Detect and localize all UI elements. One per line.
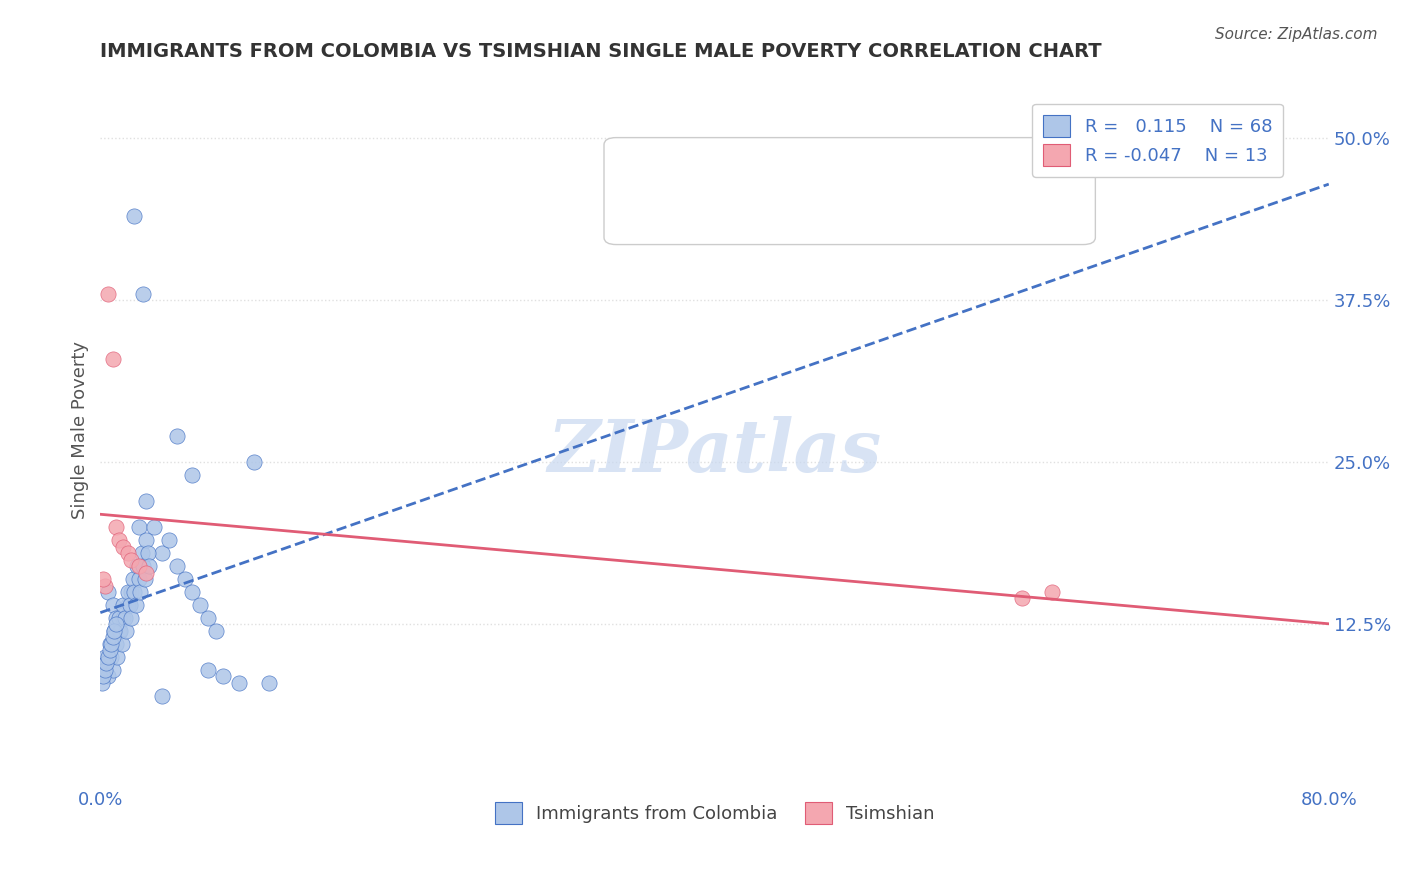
Point	[120, 585, 142, 599]
Point	[120, 611, 142, 625]
Point	[104, 617, 127, 632]
Point	[104, 637, 127, 651]
Point	[159, 533, 181, 548]
Point	[104, 611, 127, 625]
Point	[110, 624, 132, 638]
Point	[135, 494, 157, 508]
Point	[100, 637, 122, 651]
Point	[212, 669, 235, 683]
Point	[117, 585, 139, 599]
Point	[128, 559, 150, 574]
Point	[136, 546, 159, 560]
Point	[122, 585, 145, 599]
Point	[101, 663, 124, 677]
Point	[94, 663, 117, 677]
Point	[122, 209, 145, 223]
Point	[1040, 585, 1063, 599]
Point	[96, 657, 118, 671]
Point	[166, 559, 188, 574]
Point	[181, 468, 204, 483]
Point	[135, 533, 157, 548]
Point	[101, 598, 124, 612]
Point	[117, 546, 139, 560]
Point	[121, 572, 143, 586]
Point	[128, 572, 150, 586]
Point	[94, 578, 117, 592]
Point	[120, 552, 142, 566]
Point	[204, 624, 226, 638]
Point	[228, 675, 250, 690]
Point	[134, 572, 156, 586]
Point	[115, 624, 138, 638]
Point	[97, 286, 120, 301]
Point	[173, 572, 195, 586]
Point	[118, 598, 141, 612]
Point	[112, 598, 135, 612]
Point	[150, 546, 173, 560]
Point	[197, 663, 219, 677]
Point	[131, 546, 153, 560]
Point	[101, 351, 124, 366]
Point	[129, 585, 152, 599]
Point	[97, 669, 120, 683]
Point	[90, 675, 112, 690]
Point	[188, 598, 211, 612]
Point	[181, 585, 204, 599]
Point	[127, 559, 149, 574]
Point	[243, 455, 266, 469]
Point	[100, 649, 122, 664]
Point	[112, 611, 135, 625]
Point	[101, 631, 124, 645]
Point	[132, 286, 155, 301]
Point	[135, 566, 157, 580]
Point	[93, 669, 115, 683]
FancyBboxPatch shape	[605, 137, 1095, 244]
Point	[111, 637, 134, 651]
Text: IMMIGRANTS FROM COLOMBIA VS TSIMSHIAN SINGLE MALE POVERTY CORRELATION CHART: IMMIGRANTS FROM COLOMBIA VS TSIMSHIAN SI…	[100, 42, 1102, 61]
Point	[94, 649, 117, 664]
Point	[97, 649, 120, 664]
Point	[107, 624, 129, 638]
Point	[103, 624, 125, 638]
Point	[117, 598, 139, 612]
Point	[114, 611, 136, 625]
Point	[107, 533, 129, 548]
Point	[112, 540, 135, 554]
Point	[259, 675, 281, 690]
Point	[150, 689, 173, 703]
Text: ZIPatlas: ZIPatlas	[547, 416, 882, 487]
Point	[104, 520, 127, 534]
Point	[97, 585, 120, 599]
Point	[107, 611, 129, 625]
Point	[105, 649, 128, 664]
Point	[93, 572, 115, 586]
Text: Source: ZipAtlas.com: Source: ZipAtlas.com	[1215, 27, 1378, 42]
Point	[138, 559, 160, 574]
Point	[96, 657, 118, 671]
Point	[128, 520, 150, 534]
Point	[103, 624, 125, 638]
Legend: Immigrants from Colombia, Tsimshian: Immigrants from Colombia, Tsimshian	[484, 791, 945, 835]
Point	[197, 611, 219, 625]
Point	[143, 520, 166, 534]
Point	[98, 643, 121, 657]
Point	[132, 559, 155, 574]
Point	[124, 598, 146, 612]
Point	[1011, 591, 1033, 606]
Point	[166, 429, 188, 443]
Y-axis label: Single Male Poverty: Single Male Poverty	[72, 341, 89, 519]
Point	[98, 637, 121, 651]
